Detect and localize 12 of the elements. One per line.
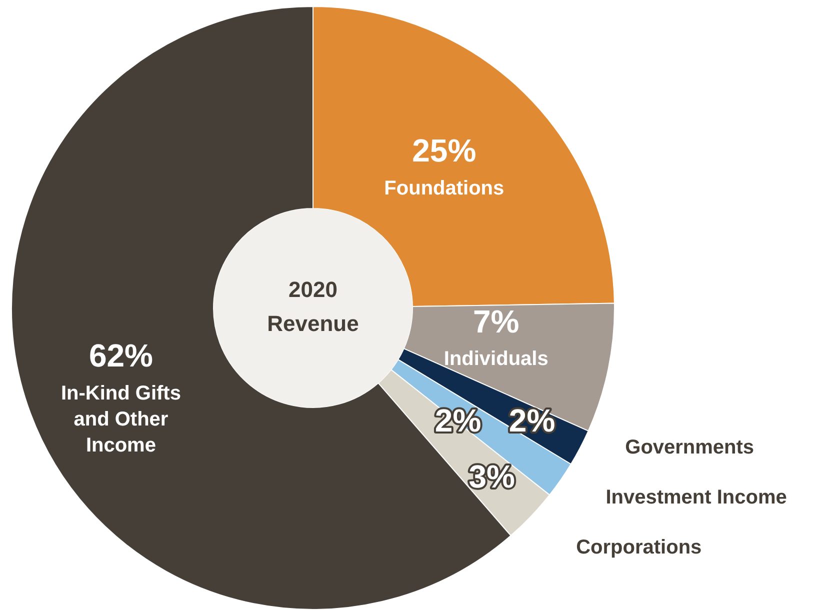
slice-label: In-Kind Gifts and Other Income [60, 382, 181, 456]
data-label: 3% [468, 458, 515, 495]
slice-label: Investment Income [606, 486, 787, 508]
data-label: 25% [412, 132, 476, 169]
text: 2020 Revenue [267, 277, 359, 336]
slice-label: Corporations [576, 536, 702, 558]
slice-label: Individuals [444, 348, 548, 370]
data-label: 62% [88, 338, 153, 374]
slice-label: Foundations [384, 177, 504, 200]
slice-label: Governments [625, 436, 754, 458]
data-label: 2% [508, 402, 556, 438]
data-label: 7% [472, 303, 520, 340]
